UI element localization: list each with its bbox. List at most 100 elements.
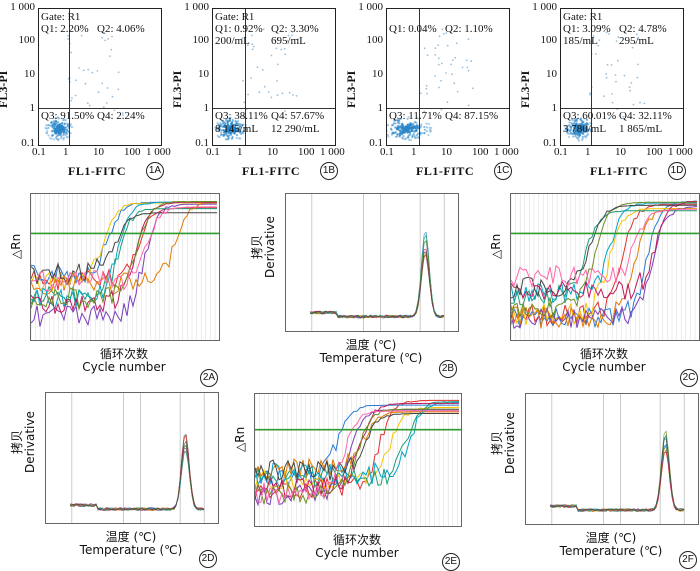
scatter-dot (564, 125, 567, 128)
x-tick-label: 1 000 (494, 146, 519, 158)
scatter-dot (219, 124, 222, 127)
x-axis-label: FL1-FITC (68, 164, 126, 178)
scatter-dot (263, 85, 266, 88)
q1-percent: Q1: 0.04% (389, 23, 437, 35)
scatter-dot (46, 130, 49, 133)
scatter-dot (66, 124, 69, 127)
scatter-dot (412, 133, 415, 136)
scatter-dot (413, 135, 416, 138)
scatter-dot (292, 94, 294, 96)
scatter-dot (62, 138, 65, 141)
scatter-dot (57, 139, 60, 142)
scatter-dot (217, 135, 220, 139)
scatter-dot (446, 44, 449, 47)
scatter-dot (67, 34, 69, 37)
x-tick-label: 100 (298, 146, 315, 158)
scatter-dot (233, 132, 236, 135)
scatter-dot (400, 123, 404, 126)
amplification-curve (31, 201, 217, 285)
scatter-dot (229, 125, 232, 128)
scatter-dot (402, 137, 405, 140)
x-tick-label: 100 (124, 146, 141, 158)
scatter-dot (104, 39, 107, 42)
amplification-plot-4 (254, 393, 462, 527)
scatter-dot (571, 122, 575, 125)
scatter-dot (605, 73, 607, 75)
y-caption-delta-rn: △Rn (489, 233, 503, 259)
melt-curve (69, 451, 205, 511)
x-caption-en: Cycle number (315, 546, 399, 560)
scatter-dot (390, 124, 394, 127)
amplification-curve (31, 202, 217, 292)
scatter-dot (581, 138, 584, 142)
melt-curve (70, 450, 205, 512)
scatter-dot (217, 130, 220, 133)
scatter-dot (284, 110, 286, 112)
scatter-dot (291, 114, 294, 117)
scatter-dot (117, 88, 120, 91)
scatter-dot (86, 102, 89, 105)
x-tick-label: 0.1 (554, 146, 568, 158)
y-tick-label: 10 (372, 68, 383, 80)
scatter-dot (45, 131, 48, 134)
scatter-dot (589, 93, 591, 96)
q3-percent: Q3: 11.71% (389, 110, 442, 122)
scatter-dot (58, 132, 61, 135)
scatter-dot (632, 103, 635, 106)
x-tick-label: 1 (585, 146, 591, 158)
scatter-dot (229, 127, 232, 130)
scatter-dot (291, 31, 294, 33)
scatter-dot (221, 120, 224, 123)
scatter-dot (242, 132, 245, 135)
scatter-dot (228, 119, 231, 122)
scatter-dot (222, 133, 226, 136)
scatter-dot (231, 118, 234, 121)
scatter-dot (419, 92, 422, 95)
scatter-dot (223, 121, 226, 124)
scatter-dot (451, 73, 453, 76)
scatter-dot (53, 126, 56, 129)
scatter-dot (235, 127, 238, 131)
scatter-dot (434, 75, 437, 77)
scatter-dot (64, 119, 67, 122)
scatter-dot (570, 121, 573, 124)
scatter-dot (54, 120, 57, 123)
scatter-dot (405, 137, 408, 140)
scatter-dot (577, 127, 580, 130)
scatter-dot (103, 32, 106, 34)
scatter-dot (411, 136, 414, 139)
scatter-dot (45, 124, 48, 127)
scatter-dot (598, 29, 601, 32)
x-tick-label: 1 (237, 146, 243, 158)
x-tick-label: 10 (93, 146, 104, 158)
x-tick-label: 100 (472, 146, 489, 158)
scatter-dot (295, 95, 298, 97)
scatter-dot (387, 133, 389, 136)
scatter-dot (423, 132, 426, 135)
scatter-dot (573, 120, 576, 123)
amplification-curve (31, 203, 217, 327)
gate-vertical-line (419, 9, 420, 145)
x-tick-label: 10 (615, 146, 626, 158)
scatter-dot (49, 124, 52, 127)
scatter-dot (62, 129, 66, 133)
scatter-dot (79, 28, 81, 31)
y-caption-en: Derivative (263, 216, 277, 278)
flow-plot-area: Gate: R1 Q1: 2.20% Q2: 4.06% Q3: 91.50% Q4: … (38, 8, 162, 146)
scatter-dot (571, 132, 574, 136)
amplification-curve (31, 212, 217, 286)
x-tick-label: 0.1 (206, 146, 220, 158)
scatter-dot (586, 133, 589, 136)
scatter-dot (615, 80, 617, 83)
scatter-dot (423, 125, 426, 129)
q1-percent: Q1: 3.09% (563, 23, 611, 35)
scatter-dot (568, 129, 571, 133)
amplification-curve (255, 413, 459, 482)
scatter-dot (283, 47, 286, 50)
scatter-dot (398, 117, 401, 120)
scatter-dot (47, 126, 50, 129)
y-tick-label: 0.1 (195, 137, 209, 149)
scatter-dot (637, 63, 639, 66)
scatter-dot (467, 69, 470, 72)
scatter-dot (440, 108, 443, 111)
